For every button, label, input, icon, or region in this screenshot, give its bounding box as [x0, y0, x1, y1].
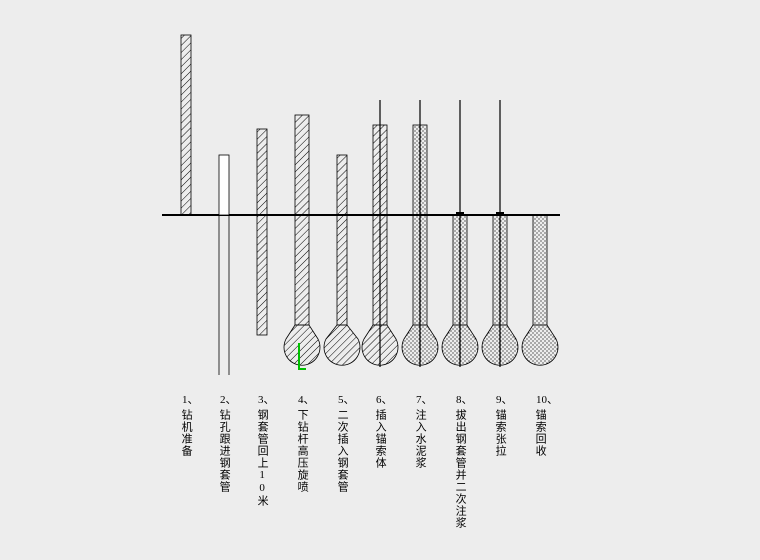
- step-number: 9、: [496, 394, 513, 406]
- step-label: 下钻杆高压旋喷: [296, 409, 312, 559]
- step-label: 拔出钢套管并二次注浆: [454, 409, 470, 559]
- anchor-head: [496, 212, 504, 215]
- step-label: 插入锚索体: [374, 409, 390, 559]
- step-label: 锚索回收: [534, 409, 550, 559]
- above-column: [337, 155, 347, 215]
- step-number: 3、: [258, 394, 275, 406]
- step-number: 10、: [536, 394, 558, 406]
- above-column: [181, 35, 191, 215]
- step-number: 7、: [416, 394, 433, 406]
- shaft: [257, 215, 267, 335]
- step-number: 4、: [298, 394, 315, 406]
- step-number: 5、: [338, 394, 355, 406]
- step-label: 钢套管回上10米: [256, 409, 272, 559]
- step-number: 1、: [182, 394, 199, 406]
- step-label: 锚索张拉: [494, 409, 510, 559]
- above-column: [219, 155, 229, 215]
- step-label: 钻孔跟进钢套管: [218, 409, 234, 559]
- shaft: [533, 215, 547, 325]
- shaft: [295, 215, 309, 325]
- step-label: 二次插入钢套管: [336, 409, 352, 559]
- anchor-head: [456, 212, 464, 215]
- step-number: 2、: [220, 394, 237, 406]
- step-number: 8、: [456, 394, 473, 406]
- above-column: [295, 115, 309, 215]
- shaft: [337, 215, 347, 325]
- above-column: [257, 129, 267, 215]
- anchor-process-diagram: 1、钻机准备 2、钻孔跟进钢套管 3、钢套管回上10米 4、下钻杆高压旋喷 5、二次插入…: [0, 0, 760, 560]
- step-number: 6、: [376, 394, 393, 406]
- step-label: 注入水泥浆: [414, 409, 430, 559]
- step-label: 钻机准备: [180, 409, 196, 559]
